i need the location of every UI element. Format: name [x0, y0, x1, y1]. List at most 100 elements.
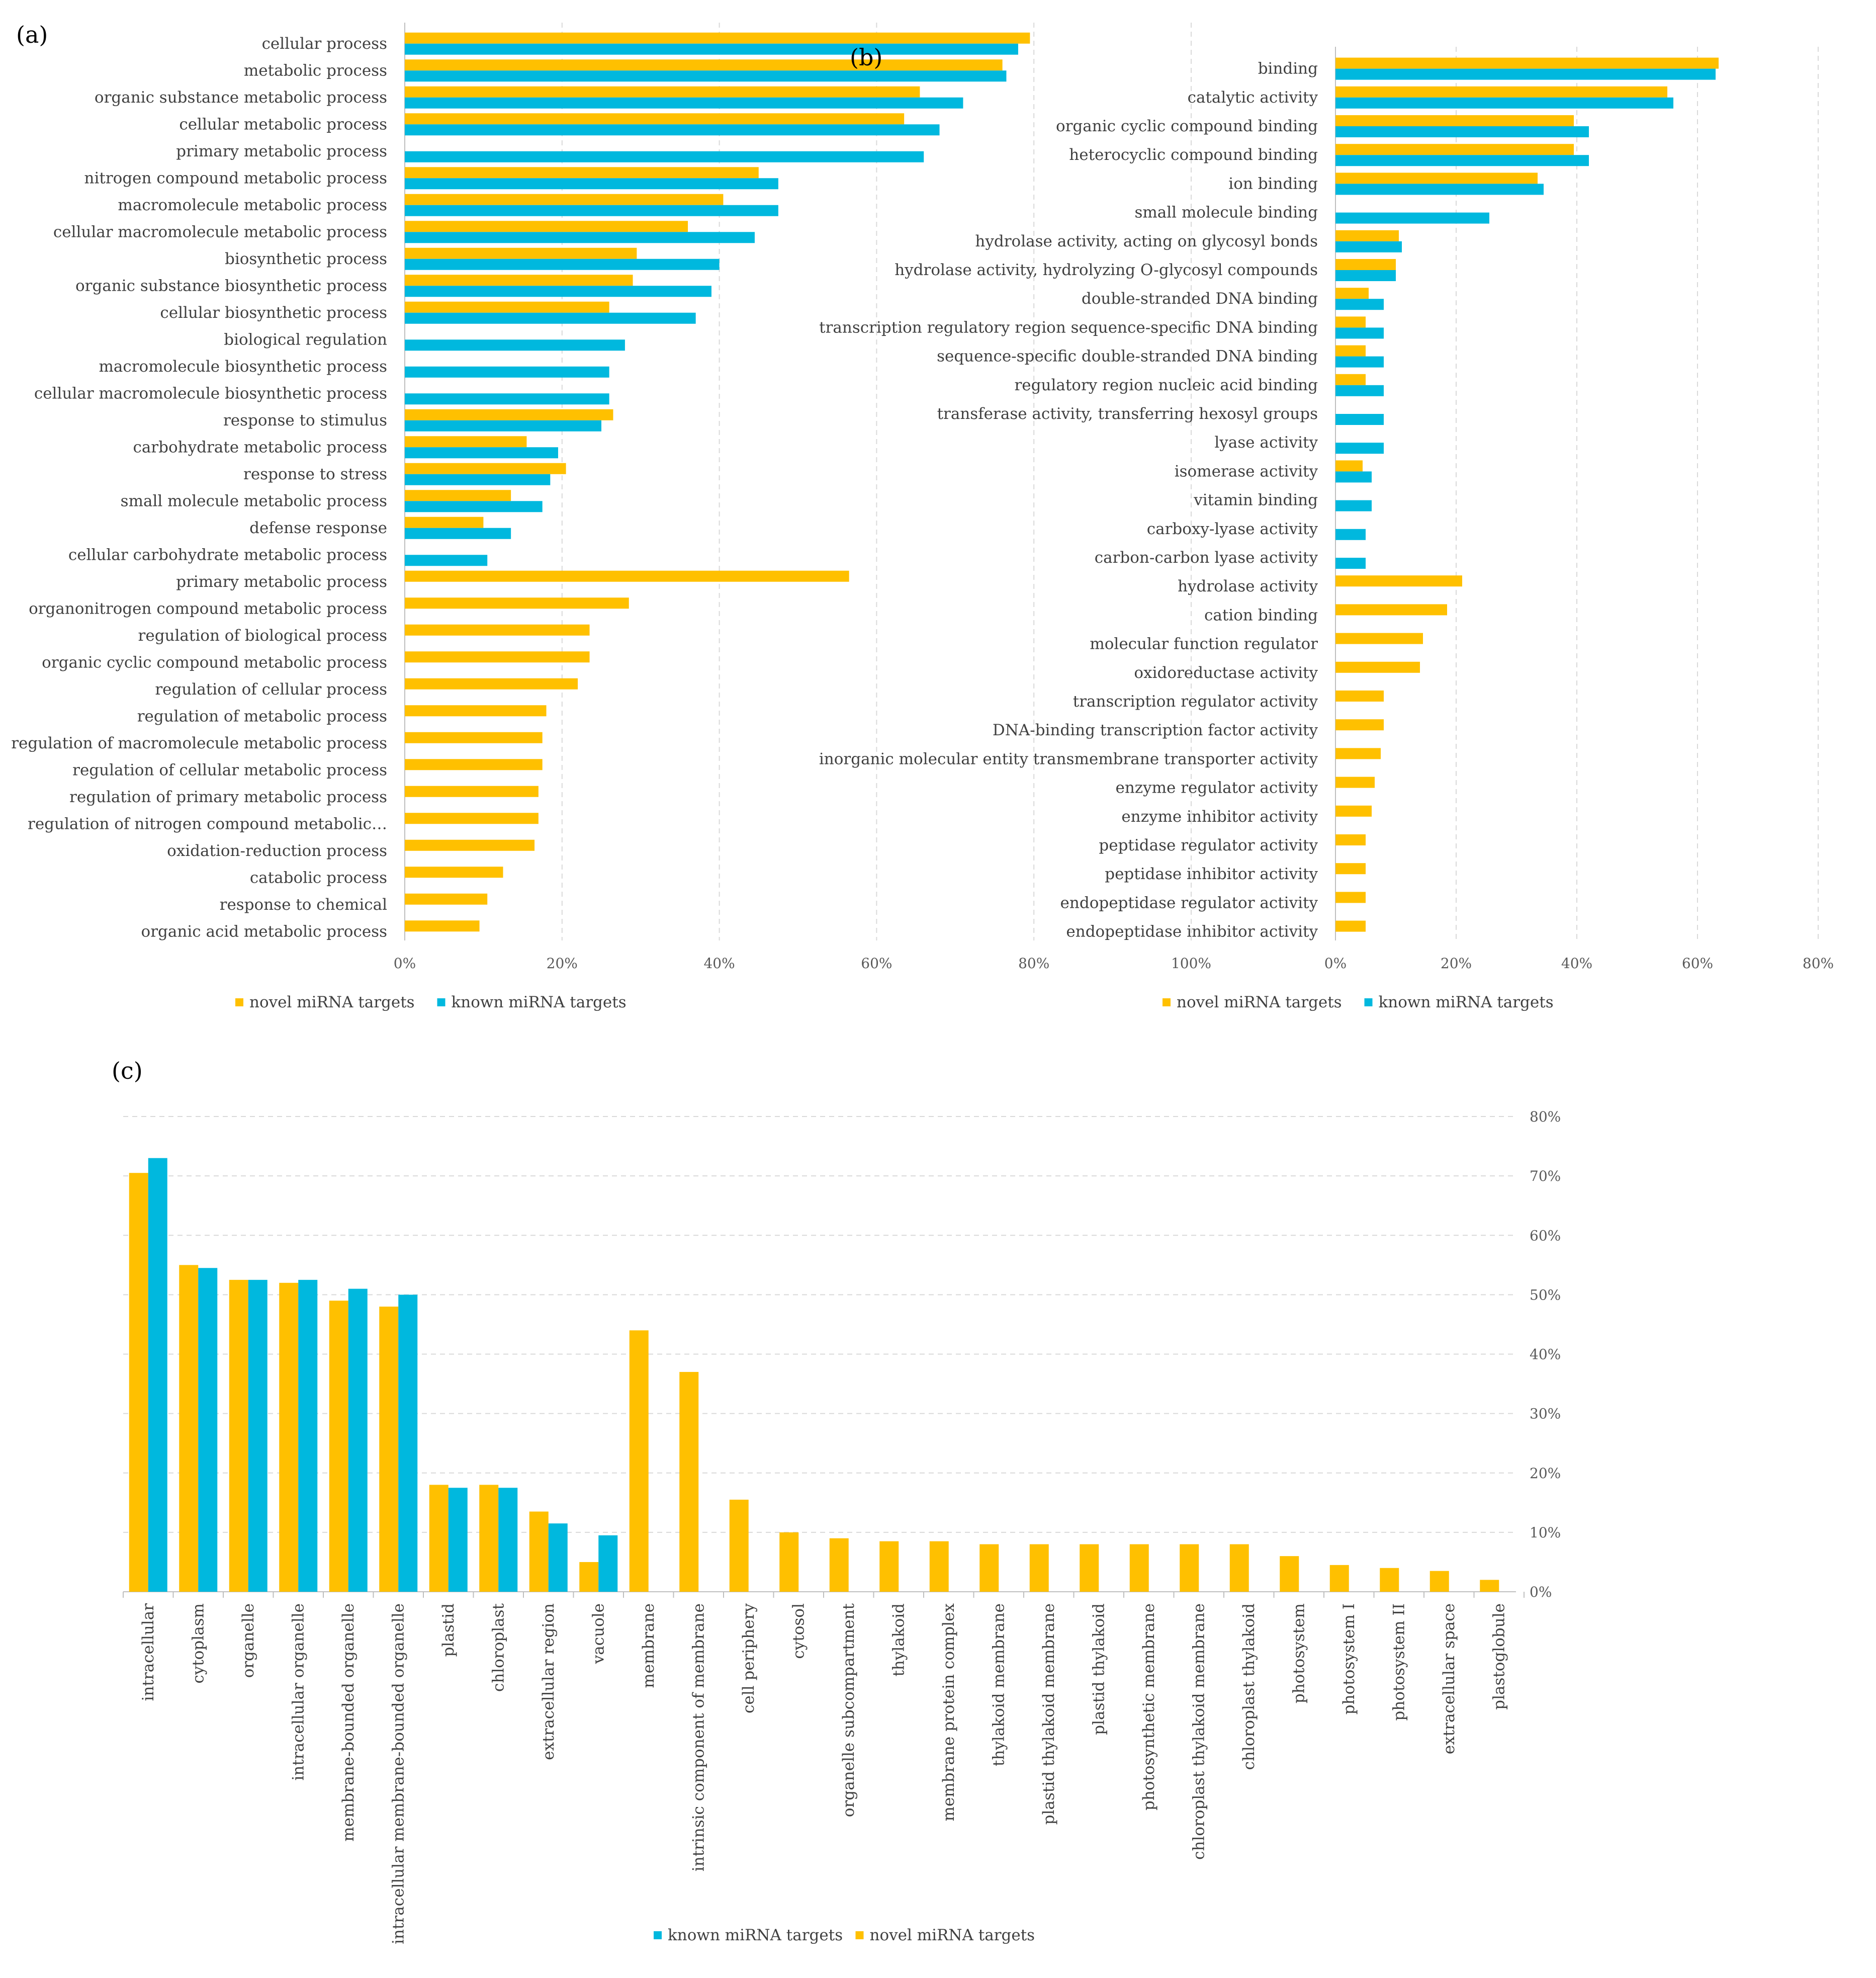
category-label: organelle subcompartment	[840, 1603, 858, 1817]
category-label: peptidase inhibitor activity	[1105, 865, 1318, 883]
bar-novel-intrinsic-component-of-membrane	[679, 1371, 699, 1592]
category-label: intracellular	[139, 1603, 157, 1701]
bar-novel-small-molecule-metabolic-process	[405, 490, 511, 501]
x-tick-label: 20%	[1441, 955, 1472, 972]
category-label: lyase activity	[1214, 434, 1318, 452]
bar-novel-catabolic-process	[405, 867, 503, 878]
bar-known-hydrolase-activity-acting-on-glycosyl-bonds	[1335, 241, 1402, 252]
category-label: binding	[1258, 60, 1318, 78]
y-tick-label: 30%	[1530, 1406, 1561, 1422]
bar-novel-hydrolase-activity-acting-on-glycosyl-bonds	[1335, 230, 1399, 241]
category-label: extracellular region	[540, 1603, 558, 1760]
bar-known-defense-response	[405, 528, 511, 539]
category-label: transferase activity, transferring hexos…	[937, 405, 1318, 423]
bar-known-intracellular	[148, 1158, 167, 1592]
y-tick-label: 80%	[1530, 1108, 1561, 1125]
legend-label-known: known miRNA targets	[1379, 993, 1554, 1011]
legend-swatch-known	[654, 1931, 662, 1939]
panel-c-cellular-component-chart: (c) 0% 10% 20% 30% 40% 50% 60% 70% 80% intracellul…	[112, 1057, 1561, 1944]
bar-novel-extracellular-region	[529, 1511, 549, 1592]
y-tick-label: 60%	[1530, 1227, 1561, 1244]
bar-known-double-stranded-dna-binding	[1335, 299, 1384, 310]
category-label: intrinsic component of membrane	[689, 1603, 707, 1871]
bar-novel-cell-periphery	[729, 1499, 749, 1592]
bar-novel-hydrolase-activity-hydrolyzing-o-glycosyl-compounds	[1335, 259, 1396, 270]
x-tick-label: 100%	[1171, 955, 1211, 972]
category-label: organic acid metabolic process	[141, 922, 387, 940]
category-label: transcription regulatory region sequence…	[819, 318, 1318, 336]
category-label: ion binding	[1228, 175, 1318, 193]
category-label: plastoglobule	[1490, 1603, 1508, 1710]
category-label: chloroplast thylakoid membrane	[1190, 1603, 1208, 1860]
category-label: isomerase activity	[1175, 462, 1318, 480]
bar-novel-endopeptidase-regulator-activity	[1335, 892, 1366, 903]
bar-known-chloroplast	[498, 1488, 518, 1592]
bar-novel-nitrogen-compound-metabolic-process	[405, 167, 759, 179]
bar-novel-dna-binding-transcription-factor-activity	[1335, 719, 1384, 731]
bar-novel-photosystem-i	[1329, 1565, 1349, 1592]
bar-known-binding	[1335, 68, 1716, 80]
bar-known-primary-metabolic-process	[405, 151, 924, 162]
category-label: photosystem II	[1390, 1603, 1408, 1721]
bar-novel-organelle-subcompartment	[829, 1538, 849, 1592]
bar-novel-metabolic-process	[405, 59, 1003, 71]
bar-known-sequence-specific-double-stranded-dna-binding	[1335, 356, 1384, 368]
category-label: regulation of macromolecule metabolic pr…	[11, 734, 387, 752]
category-label: photosystem	[1290, 1603, 1308, 1703]
bar-novel-intracellular-membrane-bounded-organelle	[379, 1307, 399, 1592]
category-label: cellular metabolic process	[179, 115, 387, 133]
category-label: catalytic activity	[1188, 89, 1318, 107]
bar-novel-isomerase-activity	[1335, 460, 1363, 472]
bar-novel-cellular-metabolic-process	[405, 113, 905, 125]
panel-letter: (b)	[850, 44, 882, 71]
category-label: regulatory region nucleic acid binding	[1014, 376, 1318, 394]
category-label: photosystem I	[1340, 1603, 1358, 1714]
bar-known-plastid	[448, 1488, 468, 1592]
category-label: metabolic process	[244, 61, 387, 79]
category-label: intracellular membrane-bounded organelle	[389, 1603, 407, 1944]
legend-swatch-novel	[1163, 998, 1171, 1006]
category-label: cellular biosynthetic process	[160, 304, 387, 322]
category-label: macromolecule metabolic process	[118, 196, 387, 214]
category-label: membrane protein complex	[940, 1603, 958, 1821]
bar-novel-regulation-of-cellular-metabolic-process	[405, 759, 543, 770]
category-label: organonitrogen compound metabolic proces…	[29, 599, 387, 618]
category-label: thylakoid	[889, 1603, 908, 1677]
bar-novel-biosynthetic-process	[405, 247, 637, 259]
bar-known-intracellular-membrane-bounded-organelle	[398, 1295, 418, 1592]
category-label: intracellular organelle	[289, 1603, 307, 1781]
bar-known-extracellular-region	[548, 1523, 568, 1592]
category-label: plastid thylakoid membrane	[1040, 1603, 1058, 1825]
category-label: cellular process	[262, 35, 387, 53]
category-label: cellular carbohydrate metabolic process	[68, 546, 387, 564]
bar-known-lyase-activity	[1335, 443, 1384, 454]
legend-label-known: known miRNA targets	[452, 993, 627, 1011]
bar-novel-organelle	[229, 1279, 248, 1592]
category-label: membrane	[640, 1603, 658, 1688]
category-label: cellular macromolecule metabolic process	[53, 223, 387, 241]
bar-novel-organic-cyclic-compound-metabolic-process	[405, 651, 590, 663]
bar-known-regulatory-region-nucleic-acid-binding	[1335, 385, 1384, 396]
category-label: DNA-binding transcription factor activit…	[993, 721, 1318, 739]
category-label: endopeptidase inhibitor activity	[1066, 923, 1318, 941]
category-label: chloroplast	[489, 1603, 507, 1692]
bar-novel-carbohydrate-metabolic-process	[405, 436, 527, 448]
bar-novel-macromolecule-metabolic-process	[405, 194, 724, 205]
bar-known-cytoplasm	[198, 1268, 218, 1592]
bar-novel-molecular-function-regulator	[1335, 633, 1423, 644]
bar-novel-cellular-macromolecule-metabolic-process	[405, 221, 688, 232]
category-label: response to stimulus	[223, 411, 387, 429]
bar-known-intracellular-organelle	[298, 1279, 318, 1592]
bar-novel-defense-response	[405, 517, 484, 528]
legend-swatch-known	[437, 998, 445, 1006]
category-label: plastid	[439, 1603, 458, 1657]
bar-novel-peptidase-regulator-activity	[1335, 834, 1366, 845]
category-label: primary metabolic process	[176, 142, 387, 160]
category-label: organic substance metabolic process	[95, 89, 387, 107]
category-label: oxidation-reduction process	[167, 842, 387, 860]
category-label: molecular function regulator	[1090, 635, 1318, 653]
panel-b-molecular-function-chart: (b) 0% 20% 40% 60% 80% binding catalytic activi…	[819, 44, 1834, 1011]
bar-novel-plastid-thylakoid-membrane	[1029, 1544, 1049, 1592]
legend-swatch-novel	[235, 998, 243, 1006]
